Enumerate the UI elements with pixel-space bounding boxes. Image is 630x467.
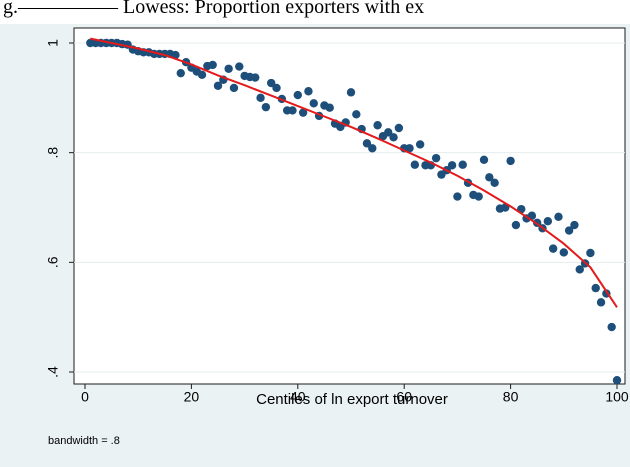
x-tick-label: 80 xyxy=(503,388,519,404)
data-point xyxy=(575,265,584,274)
data-point xyxy=(431,153,441,163)
x-tick-label: 0 xyxy=(81,388,89,404)
data-point xyxy=(298,108,308,117)
x-tick-label: 100 xyxy=(605,388,629,404)
data-point xyxy=(607,322,616,332)
x-tick-label: 40 xyxy=(290,388,306,404)
data-point xyxy=(368,144,377,153)
data-point xyxy=(256,93,265,103)
y-tick-label: .8 xyxy=(45,147,61,159)
data-point xyxy=(288,106,297,115)
data-point xyxy=(261,102,271,112)
data-point xyxy=(586,248,595,258)
data-point xyxy=(224,64,233,73)
data-point xyxy=(229,83,239,93)
data-point xyxy=(309,99,318,108)
data-point xyxy=(197,70,207,80)
data-point xyxy=(389,133,398,142)
data-point xyxy=(554,212,563,222)
x-tick-label: 20 xyxy=(184,388,200,404)
data-point xyxy=(612,376,622,385)
data-point xyxy=(410,160,420,169)
data-point xyxy=(543,217,553,226)
x-axis: 0 20 40 60 80 100 xyxy=(81,384,629,404)
data-point xyxy=(548,244,558,253)
data-point xyxy=(176,68,185,78)
data-point xyxy=(346,88,356,97)
data-point xyxy=(453,192,462,201)
data-point xyxy=(325,103,334,112)
data-point xyxy=(506,156,515,166)
data-point xyxy=(591,283,600,293)
data-point xyxy=(267,78,276,88)
data-point xyxy=(458,160,467,169)
bandwidth-note: bandwidth = .8 xyxy=(48,435,120,447)
data-point xyxy=(570,220,579,230)
data-point xyxy=(511,220,521,230)
data-point xyxy=(447,161,457,170)
x-tick-label: 60 xyxy=(396,388,412,404)
data-point xyxy=(596,298,606,307)
y-axis: .4 .6 .8 1 xyxy=(45,39,74,378)
y-tick-label: .6 xyxy=(45,256,61,268)
figure-caption-text: g.————— Lowess: Proportion exporters wit… xyxy=(3,0,425,18)
data-point xyxy=(405,144,414,153)
data-point xyxy=(235,62,244,71)
y-tick-label: .4 xyxy=(45,366,61,378)
data-point xyxy=(251,73,260,82)
x-axis-title: Centiles of ln export turnover xyxy=(256,391,448,408)
data-point xyxy=(293,90,302,100)
data-point xyxy=(474,192,483,201)
data-point xyxy=(490,178,499,188)
data-point xyxy=(304,87,313,96)
gridlines xyxy=(74,42,625,373)
data-point xyxy=(559,248,568,257)
data-point xyxy=(415,140,425,149)
data-point xyxy=(564,226,574,235)
data-point xyxy=(272,83,281,93)
data-point xyxy=(384,128,393,137)
y-tick-label: 1 xyxy=(45,39,61,47)
data-point xyxy=(485,173,494,182)
data-point xyxy=(394,123,404,133)
data-point xyxy=(479,155,489,164)
data-point xyxy=(352,110,361,119)
plot-area xyxy=(73,27,626,385)
figure-caption: g.————— Lowess: Proportion exporters wit… xyxy=(0,0,630,24)
data-point xyxy=(208,60,217,70)
data-point xyxy=(362,139,372,148)
lowess-fit-line xyxy=(90,37,618,308)
data-point xyxy=(213,81,223,90)
data-point xyxy=(373,121,382,130)
